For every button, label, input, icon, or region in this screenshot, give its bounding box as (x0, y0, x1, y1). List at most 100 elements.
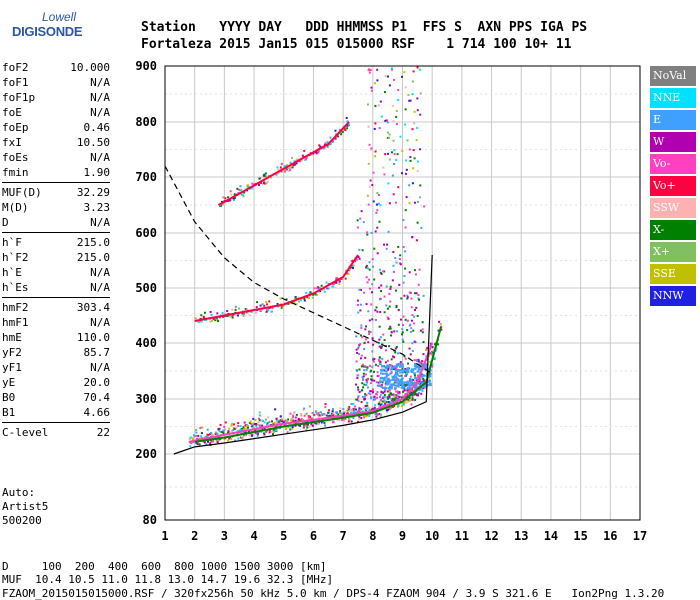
spread-f-dot (403, 294, 406, 297)
echo-dot (224, 428, 227, 431)
echo-dot (189, 445, 192, 448)
spread-f-dot (380, 272, 383, 275)
spread-f-dot (403, 371, 406, 374)
echo-dot (195, 434, 198, 437)
spread-f-dot (418, 298, 421, 301)
spread-f-dot (369, 287, 372, 290)
spread-f-dot (397, 309, 400, 312)
echo-dot (233, 193, 236, 196)
echo-dot (383, 401, 386, 404)
spread-f-dot (400, 297, 403, 300)
echo-dot (240, 193, 243, 196)
echo-dot (244, 434, 247, 437)
echo-dot (437, 329, 440, 332)
echo-dot (306, 296, 309, 299)
echo-dot (280, 306, 283, 309)
spread-f-dot (371, 283, 374, 286)
echo-dot (237, 422, 240, 425)
echo-dot (276, 422, 279, 425)
echo-dot (425, 349, 428, 352)
spread-f-dot (358, 391, 361, 394)
spread-f-dot (403, 389, 406, 392)
spread-f-dot (410, 391, 413, 394)
spread-f-dot (415, 292, 418, 295)
spread-f-dot (378, 298, 381, 301)
spread-f-dot (409, 159, 412, 162)
spread-f-dot (390, 67, 393, 70)
spread-f-dot (394, 257, 397, 260)
echo-dot (317, 413, 320, 416)
legend: NoVal NNE E W Vo- Vo+ SSW X- X+ SSE NNW (650, 66, 696, 308)
echo-dot (254, 423, 257, 426)
spread-f-dot (404, 318, 407, 321)
param-label: B0 (2, 391, 16, 404)
spread-f-dot (377, 365, 380, 368)
echo-dot (239, 185, 242, 188)
echo-dot (335, 281, 338, 284)
legend-item-noval: NoVal (650, 66, 696, 86)
spread-f-dot (388, 395, 391, 398)
x-tick-label: 12 (484, 529, 498, 543)
spread-f-dot (379, 100, 382, 103)
spread-f-dot (360, 365, 363, 368)
echo-dot (384, 367, 388, 370)
echo-dot (323, 413, 326, 416)
spread-f-dot (360, 324, 363, 327)
echo-dot (379, 369, 383, 372)
echo-dot (360, 401, 363, 404)
spread-f-dot (377, 381, 380, 384)
spread-f-dot (367, 103, 370, 106)
echo-dot (350, 402, 353, 405)
echo-dot (380, 372, 384, 375)
echo-dot (331, 283, 334, 286)
echo-dot (384, 387, 388, 390)
spread-f-dot (380, 391, 383, 394)
spread-f-dot (364, 373, 367, 376)
spread-f-dot (385, 119, 388, 122)
echo-dot (196, 443, 199, 446)
spread-f-dot (358, 288, 361, 291)
spread-f-dot (376, 209, 379, 212)
spread-f-dot (389, 327, 392, 330)
spread-f-dot (390, 358, 393, 361)
echo-dot (382, 387, 386, 390)
spread-f-dot (372, 370, 375, 373)
echo-dot (331, 413, 334, 416)
echo-dot (226, 315, 229, 318)
echo-dot (304, 413, 307, 416)
echo-dot (303, 414, 306, 417)
spread-f-dot (366, 386, 369, 389)
spread-f-dot (411, 80, 414, 83)
echo-dot (318, 286, 321, 289)
spread-f-dot (363, 383, 366, 386)
echo-dot (429, 360, 432, 363)
echo-dot (379, 415, 382, 418)
echo-dot (246, 184, 249, 187)
spread-f-dot (369, 370, 372, 373)
y-tick-label: 80 (143, 513, 157, 527)
spread-f-dot (387, 136, 390, 139)
spread-f-dot (367, 310, 370, 313)
spread-f-dot (364, 356, 367, 359)
echo-dot (339, 407, 342, 410)
echo-dot (291, 166, 294, 169)
echo-dot (349, 408, 352, 411)
param-label: yE (2, 376, 16, 389)
echo-dot (309, 418, 312, 421)
spread-f-dot (386, 136, 389, 139)
spread-f-dot (416, 126, 419, 129)
echo-dot (256, 432, 259, 435)
spread-f-dot (413, 122, 416, 125)
spread-f-dot (373, 379, 376, 382)
echo-dot (403, 401, 406, 404)
echo-dot (404, 381, 408, 384)
spread-f-dot (390, 334, 393, 337)
spread-f-dot (419, 113, 422, 116)
echo-dot (193, 435, 196, 438)
echo-dot (419, 377, 422, 380)
echo-dot (216, 441, 219, 444)
spread-f-dot (412, 149, 415, 152)
echo-dot (317, 286, 320, 289)
echo-dot (258, 184, 261, 187)
echo-dot (252, 422, 255, 425)
